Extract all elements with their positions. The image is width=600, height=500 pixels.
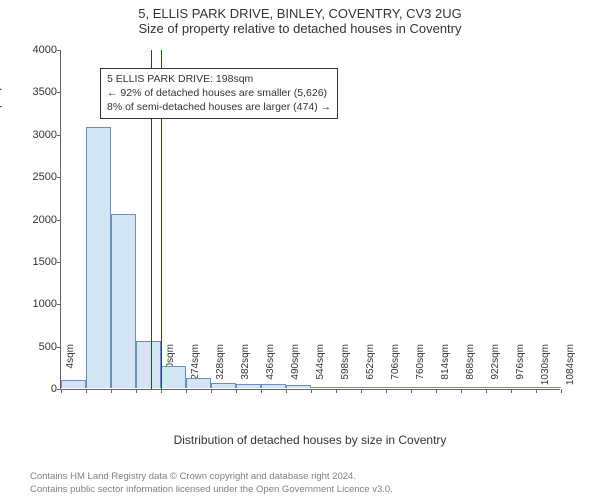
x-tick-mark (311, 389, 312, 393)
histogram-bar (461, 387, 486, 388)
y-tick-label: 4000 (21, 44, 57, 56)
y-tick-label: 3000 (21, 129, 57, 141)
histogram-bar (211, 383, 236, 388)
histogram-bar (486, 387, 511, 388)
histogram-bar (336, 387, 361, 388)
x-tick-mark (511, 389, 512, 393)
x-tick-mark (111, 389, 112, 393)
chart-container: 5, ELLIS PARK DRIVE, BINLEY, COVENTRY, C… (0, 0, 600, 500)
y-tick-mark (57, 304, 61, 305)
y-tick-label: 1000 (21, 298, 57, 310)
title-block: 5, ELLIS PARK DRIVE, BINLEY, COVENTRY, C… (0, 0, 600, 36)
y-tick-label: 500 (21, 341, 57, 353)
y-tick-mark (57, 50, 61, 51)
annotation-box: 5 ELLIS PARK DRIVE: 198sqm← 92% of detac… (100, 68, 338, 119)
histogram-bar (161, 366, 186, 388)
x-tick-mark (336, 389, 337, 393)
y-tick-mark (57, 135, 61, 136)
histogram-bar (86, 127, 111, 388)
x-tick-mark (536, 389, 537, 393)
footer-line1: Contains HM Land Registry data © Crown c… (30, 471, 393, 483)
histogram-bar (236, 384, 261, 388)
x-axis-label: Distribution of detached houses by size … (60, 433, 560, 447)
y-tick-label: 2500 (21, 171, 57, 183)
footer-line2: Contains public sector information licen… (30, 484, 393, 496)
x-tick-mark (261, 389, 262, 393)
x-tick-label: 1084sqm (565, 344, 576, 394)
chart-area: Number of detached properties 0500100015… (60, 50, 560, 390)
histogram-bar (111, 214, 136, 388)
annotation-line: 5 ELLIS PARK DRIVE: 198sqm (107, 72, 331, 86)
x-tick-mark (386, 389, 387, 393)
y-tick-mark (57, 347, 61, 348)
annotation-line: 8% of semi-detached houses are larger (4… (107, 100, 331, 114)
x-tick-mark (486, 389, 487, 393)
y-tick-label: 0 (21, 383, 57, 395)
x-tick-mark (461, 389, 462, 393)
histogram-bar (61, 380, 86, 388)
x-tick-mark (361, 389, 362, 393)
x-tick-mark (561, 389, 562, 393)
x-tick-mark (86, 389, 87, 393)
x-tick-mark (286, 389, 287, 393)
y-tick-mark (57, 220, 61, 221)
x-tick-mark (186, 389, 187, 393)
y-tick-label: 1500 (21, 256, 57, 268)
y-tick-mark (57, 262, 61, 263)
footer-attribution: Contains HM Land Registry data © Crown c… (30, 471, 393, 496)
y-axis-label: Number of detached properties (0, 55, 2, 220)
x-tick-mark (436, 389, 437, 393)
x-tick-mark (211, 389, 212, 393)
x-tick-mark (136, 389, 137, 393)
histogram-bar (261, 384, 286, 388)
histogram-bar (386, 387, 411, 388)
histogram-bar (286, 385, 311, 388)
x-tick-mark (236, 389, 237, 393)
title-line2: Size of property relative to detached ho… (0, 21, 600, 36)
histogram-bar (411, 387, 436, 388)
histogram-bar (136, 341, 161, 388)
x-tick-mark (411, 389, 412, 393)
title-line1: 5, ELLIS PARK DRIVE, BINLEY, COVENTRY, C… (0, 6, 600, 21)
histogram-bar (361, 387, 386, 388)
x-tick-mark (61, 389, 62, 393)
histogram-bar (536, 387, 561, 388)
y-tick-mark (57, 177, 61, 178)
histogram-bar (186, 378, 211, 388)
annotation-line: ← 92% of detached houses are smaller (5,… (107, 86, 331, 100)
x-tick-mark (161, 389, 162, 393)
histogram-bar (311, 387, 336, 388)
histogram-bar (511, 387, 536, 388)
histogram-bar (436, 387, 461, 388)
y-tick-mark (57, 92, 61, 93)
y-tick-label: 3500 (21, 86, 57, 98)
y-tick-label: 2000 (21, 214, 57, 226)
